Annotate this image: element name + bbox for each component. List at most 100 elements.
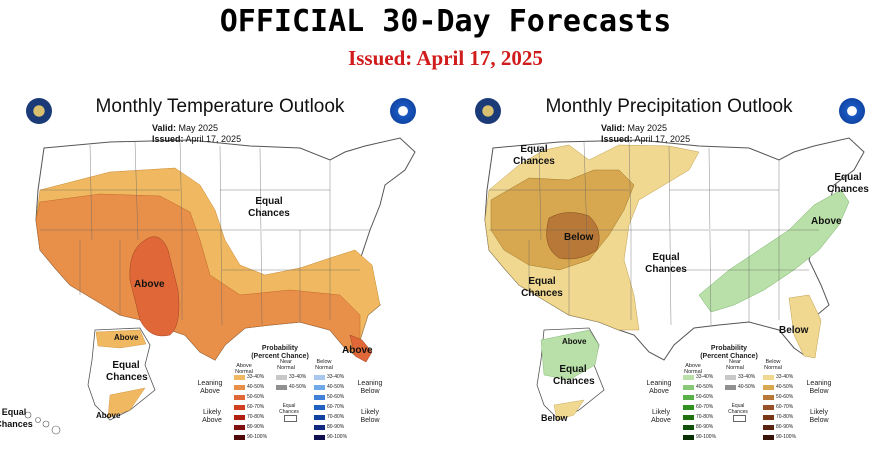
precip-alaska-below [553, 399, 585, 421]
legend-swatch-below [314, 425, 325, 430]
temp-alaska-above-south [107, 387, 146, 419]
legend-range-below: 80-90% [327, 424, 345, 430]
precip-label-equal-chances-nw: Equal Chances [513, 144, 555, 167]
legend-range-below: 60-70% [776, 404, 794, 410]
legend-range-near: 40-50% [289, 384, 307, 390]
legend-swatch-above [683, 385, 694, 390]
legend-swatch-above [683, 415, 694, 420]
legend-range-below: 40-50% [776, 384, 794, 390]
precip-alaska-above [540, 329, 600, 381]
legend-swatch-below [763, 405, 774, 410]
legend-swatch-below [763, 395, 774, 400]
legend-swatch-above [234, 375, 245, 380]
legend-title: Probability (Percent Chance) [700, 345, 758, 360]
precip-label-below: Below [564, 232, 594, 243]
legend-range-below: 70-80% [327, 414, 345, 420]
temp-florida-area [349, 334, 373, 363]
legend-swatch-near [276, 375, 287, 380]
legend-range-above: 60-70% [247, 404, 265, 410]
legend-swatch-below [314, 405, 325, 410]
legend-likely-above: Likely Above [202, 409, 222, 424]
legend-likely-below: Likely Below [809, 409, 829, 424]
legend-likely-above: Likely Above [651, 409, 671, 424]
legend-swatch-above [234, 435, 245, 440]
legend-swatch-above [683, 405, 694, 410]
temp-label-equal-chances: Equal Chances [248, 196, 290, 219]
legend-range-near: 33-40% [738, 374, 756, 380]
temperature-outlook-panel: Monthly Temperature Outlook Valid: May 2… [0, 90, 440, 451]
page-title: OFFICIAL 30-Day Forecasts [219, 4, 672, 39]
legend-range-above: 80-90% [247, 424, 265, 430]
legend-range-below: 90-100% [327, 434, 348, 440]
legend-swatch-below [314, 415, 325, 420]
legend-range-above: 70-80% [247, 414, 265, 420]
legend-swatch-above [683, 375, 694, 380]
legend-swatch-above [234, 385, 245, 390]
temp-alaska-above-north [95, 329, 147, 349]
legend-equal-chances: Equal Chances [728, 403, 748, 415]
legend-swatch-above [234, 405, 245, 410]
legend-swatch-near [725, 385, 736, 390]
precip-label-equal-chances-central: Equal Chances [645, 252, 687, 275]
legend-swatch-above [683, 435, 694, 440]
precip-florida-below-area [788, 294, 822, 359]
precip-label-below-florida: Below [779, 325, 809, 336]
noaa-logo-icon [839, 98, 865, 124]
legend-range-above: 90-100% [696, 434, 717, 440]
legend-swatch-below [314, 435, 325, 440]
legend-range-below: 50-60% [776, 394, 794, 400]
legend-swatch-above [683, 425, 694, 430]
legend-equal-chances-swatch [733, 415, 746, 422]
precip-50-60-below-area [546, 212, 600, 260]
hawaii-islands [24, 411, 61, 435]
precipitation-legend: Probability (Percent Chance) Above Norma… [647, 345, 831, 451]
legend-range-below: 33-40% [327, 374, 345, 380]
precip-label-equal-chances-alaska: Equal Chances [553, 364, 595, 387]
temp-label-above-alaska-south: Above [96, 411, 121, 420]
state-lines [489, 139, 819, 326]
legend-range-below: 50-60% [327, 394, 345, 400]
legend-range-above: 33-40% [247, 374, 265, 380]
legend-swatch-above [234, 415, 245, 420]
legend-col-below: Below Normal [315, 359, 333, 371]
legend-leaning-below: Leaning Below [357, 380, 383, 395]
temperature-valid-info: Valid: May 2025 Issued: April 17, 2025 [152, 123, 242, 144]
legend-range-above: 50-60% [247, 394, 265, 400]
legend-likely-below: Likely Below [360, 409, 380, 424]
legend-leaning-above: Leaning Above [646, 380, 672, 395]
legend-range-below: 80-90% [776, 424, 794, 430]
legend-range-above: 70-80% [696, 414, 714, 420]
legend-swatch-below [763, 425, 774, 430]
temp-label-above-alaska: Above [114, 333, 139, 342]
legend-swatch-below [314, 375, 325, 380]
legend-swatch-above [234, 425, 245, 430]
precip-label-equal-chances-ne: Equal Chances [827, 172, 869, 195]
legend-swatch-above [234, 395, 245, 400]
precipitation-title: Monthly Precipitation Outlook [545, 96, 793, 117]
precipitation-map [484, 137, 865, 421]
legend-swatch-near [276, 385, 287, 390]
legend-col-near: Near Normal [277, 359, 295, 371]
legend-swatch-above [683, 395, 694, 400]
legend-range-near: 33-40% [289, 374, 307, 380]
precip-label-above-east: Above [811, 216, 842, 227]
legend-range-above: 40-50% [696, 384, 714, 390]
state-lines [40, 139, 370, 326]
legend-swatch-below [763, 435, 774, 440]
legend-range-above: 60-70% [696, 404, 714, 410]
legend-col-below: Below Normal [764, 359, 782, 371]
legend-swatch-below [314, 395, 325, 400]
temp-label-above-florida: Above [342, 345, 373, 356]
legend-col-above: Above Normal [684, 363, 702, 375]
legend-title: Probability (Percent Chance) [251, 345, 309, 360]
precipitation-outlook-panel: Monthly Precipitation Outlook Valid: May… [449, 90, 889, 451]
precipitation-valid-info: Valid: May 2025 Issued: April 17, 2025 [601, 123, 691, 144]
precip-label-below-alaska-south: Below [541, 413, 568, 423]
legend-range-below: 40-50% [327, 384, 345, 390]
noaa-logo-icon [390, 98, 416, 124]
legend-swatch-below [763, 415, 774, 420]
legend-leaning-above: Leaning Above [197, 380, 223, 395]
temp-40-50-area [35, 193, 361, 361]
legend-swatch-below [763, 375, 774, 380]
legend-range-above: 40-50% [247, 384, 265, 390]
